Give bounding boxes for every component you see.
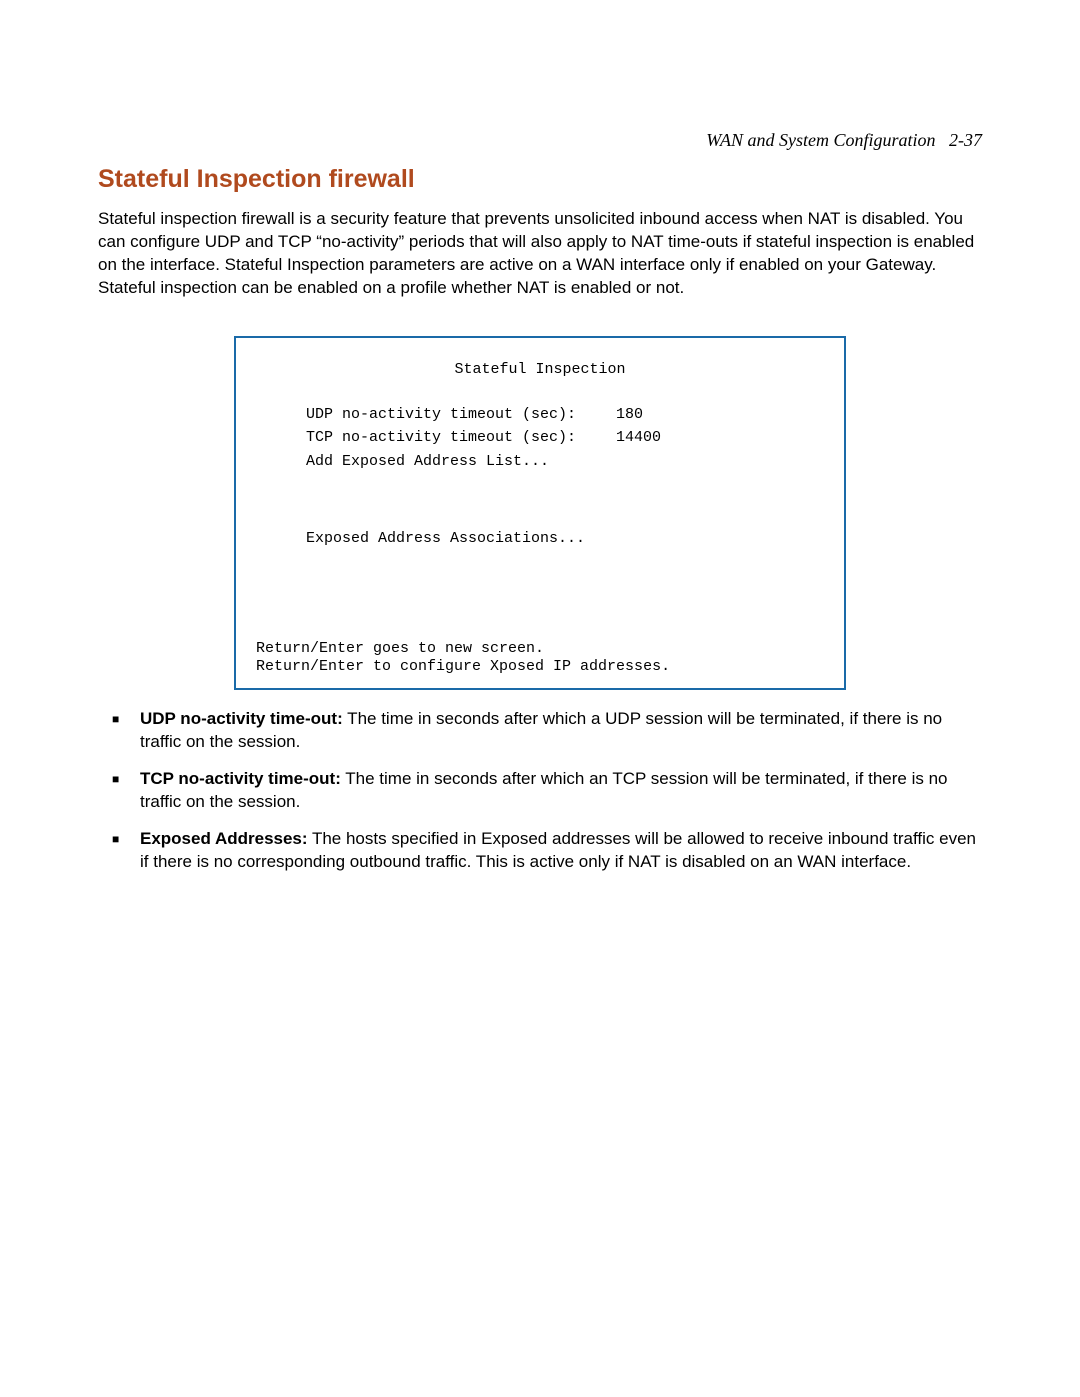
spacer	[250, 473, 830, 527]
terminal-footer: Return/Enter goes to new screen. Return/…	[250, 640, 830, 676]
running-title: WAN and System Configuration	[706, 130, 935, 150]
list-item: TCP no-activity time-out: The time in se…	[112, 768, 978, 814]
terminal-row-label: TCP no-activity timeout (sec):	[306, 426, 616, 449]
document-page: WAN and System Configuration 2-37 Statef…	[0, 0, 1080, 1397]
intro-paragraph: Stateful inspection firewall is a securi…	[98, 208, 978, 300]
page-reference: 2-37	[949, 130, 982, 150]
terminal-screenshot: Stateful Inspection UDP no-activity time…	[234, 336, 846, 690]
section-heading: Stateful Inspection firewall	[98, 165, 982, 194]
terminal-row: UDP no-activity timeout (sec):180	[250, 403, 830, 426]
terminal-row: Exposed Address Associations...	[250, 527, 830, 550]
terminal-row-label: Exposed Address Associations...	[306, 527, 616, 550]
running-header: WAN and System Configuration 2-37	[98, 130, 982, 151]
terminal-row-label: Add Exposed Address List...	[306, 450, 616, 473]
terminal-footer-line: Return/Enter to configure Xposed IP addr…	[256, 658, 670, 675]
terminal-row-value: 14400	[616, 429, 661, 446]
terminal-footer-line: Return/Enter goes to new screen.	[256, 640, 544, 657]
terminal-row: Add Exposed Address List...	[250, 450, 830, 473]
bullet-term: TCP no-activity time-out:	[140, 769, 341, 788]
terminal-row-value: 180	[616, 406, 643, 423]
bullet-term: Exposed Addresses:	[140, 829, 308, 848]
terminal-row: TCP no-activity timeout (sec):14400	[250, 426, 830, 449]
spacer	[250, 550, 830, 640]
bullet-list: UDP no-activity time-out: The time in se…	[112, 708, 978, 874]
terminal-title: Stateful Inspection	[250, 358, 830, 381]
list-item: UDP no-activity time-out: The time in se…	[112, 708, 978, 754]
terminal-row-label: UDP no-activity timeout (sec):	[306, 403, 616, 426]
list-item: Exposed Addresses: The hosts specified i…	[112, 828, 978, 874]
bullet-term: UDP no-activity time-out:	[140, 709, 343, 728]
